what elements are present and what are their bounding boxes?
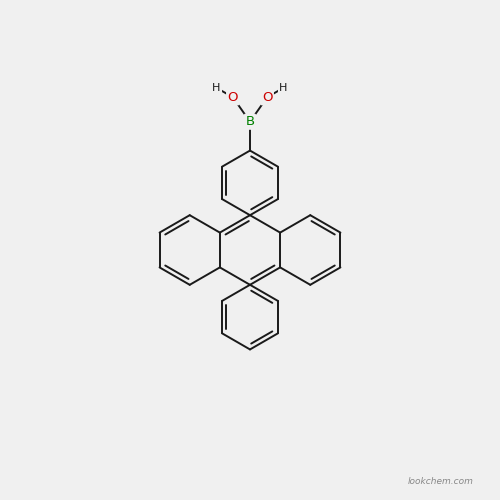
Text: B: B: [246, 115, 254, 128]
Text: H: H: [212, 83, 220, 93]
Text: lookchem.com: lookchem.com: [408, 477, 474, 486]
Text: O: O: [262, 91, 272, 104]
Text: O: O: [228, 91, 238, 104]
Text: H: H: [280, 83, 287, 93]
